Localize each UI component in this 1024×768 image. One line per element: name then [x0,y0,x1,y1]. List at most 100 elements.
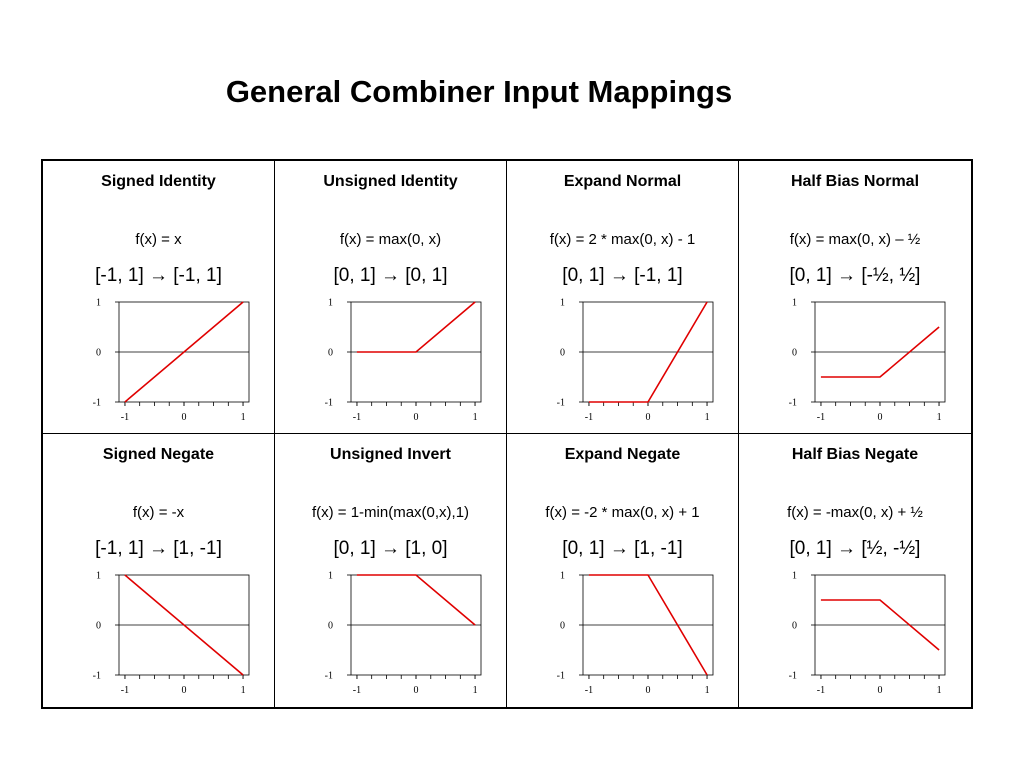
domain-text: [-1, 1] [95,538,144,559]
domain-text: [0, 1] [562,265,605,286]
x-tick-label: 0 [182,412,187,423]
function-curve [124,301,244,403]
x-tick-label: 1 [937,685,942,696]
mapping-formula: f(x) = max(0, x) – ½ [789,231,921,248]
mapping-plot: 1 0 -1 -1 0 1 [789,298,946,423]
x-tick-label: 1 [241,412,246,423]
y-tick-label: -1 [93,398,101,409]
mapping-range: [0, 1] → [1, 0] [275,538,506,560]
range-text: [-1, 1] [634,265,683,286]
y-tick-label: -1 [93,671,101,682]
y-tick-label: -1 [789,398,797,409]
y-tick-label: 0 [96,621,101,632]
x-tick-label: -1 [585,685,593,696]
domain-text: [0, 1] [789,265,832,286]
mapping-range: [0, 1] → [0, 1] [275,265,506,287]
x-tick-label: 0 [414,685,419,696]
mapping-cell: Signed Identity f(x) = x [-1, 1] → [-1, … [43,161,275,434]
mapping-plot: 1 0 -1 -1 0 1 [325,571,482,696]
mapping-range: [-1, 1] → [1, -1] [43,538,274,560]
mapping-title: Expand Negate [564,446,681,463]
y-tick-label: -1 [789,671,797,682]
x-tick-label: -1 [353,412,361,423]
y-tick-label: 1 [560,571,565,582]
arrow-icon: → [381,538,400,559]
y-tick-label: 0 [328,348,333,359]
x-tick-label: 0 [646,685,651,696]
mapping-cell: Half Bias Negate f(x) = -max(0, x) + ½ [… [739,434,971,707]
mapping-range: [0, 1] → [-½, ½] [739,265,971,287]
x-tick-label: 0 [878,685,883,696]
mapping-formula: f(x) = max(0, x) [339,231,442,248]
domain-text: [0, 1] [789,538,832,559]
mapping-cell: Half Bias Normal f(x) = max(0, x) – ½ [0… [739,161,971,434]
x-tick-label: 0 [414,412,419,423]
arrow-icon: → [609,538,629,559]
x-tick-label: 1 [937,412,942,423]
mapping-range: [0, 1] → [-1, 1] [507,265,738,287]
domain-text: [-1, 1] [95,265,144,286]
mapping-plot: 1 0 -1 -1 0 1 [789,571,946,696]
x-tick-label: 1 [473,412,478,423]
mapping-title: Expand Normal [563,173,682,190]
mapping-title: Signed Identity [101,173,216,190]
mapping-grid: Signed Identity f(x) = x [-1, 1] → [-1, … [41,159,973,709]
mapping-formula: f(x) = 2 * max(0, x) - 1 [549,231,696,248]
x-tick-label: -1 [817,685,825,696]
x-tick-label: 0 [646,412,651,423]
mapping-plot: 1 0 -1 -1 0 1 [557,571,714,696]
mapping-cell: Expand Negate f(x) = -2 * max(0, x) + 1 … [507,434,739,707]
range-text: [-½, ½] [861,265,921,286]
y-tick-label: -1 [325,398,333,409]
x-tick-label: -1 [817,412,825,423]
y-tick-label: 1 [96,298,101,309]
mapping-plot: 1 0 -1 -1 0 1 [325,298,482,423]
x-tick-label: 1 [473,685,478,696]
x-tick-label: -1 [353,685,361,696]
x-tick-label: 0 [182,685,187,696]
function-curve [356,574,476,626]
mapping-title: Unsigned Invert [330,446,451,463]
y-tick-label: -1 [557,398,565,409]
x-tick-label: 1 [241,685,246,696]
mapping-title: Half Bias Normal [790,173,920,190]
range-text: [½, -½] [861,538,921,559]
y-tick-label: 0 [560,621,565,632]
page-title: General Combiner Input Mappings [225,74,733,109]
y-tick-label: -1 [325,671,333,682]
x-tick-label: -1 [585,412,593,423]
arrow-icon: → [609,265,629,286]
arrow-icon: → [381,265,400,286]
y-tick-label: 1 [328,298,333,309]
range-text: [1, 0] [405,538,448,559]
y-tick-label: 1 [560,298,565,309]
mapping-title: Half Bias Negate [791,446,919,463]
function-curve [356,301,476,353]
function-curve [124,574,244,676]
domain-text: [0, 1] [333,265,376,286]
arrow-icon: → [837,265,857,286]
range-text: [1, -1] [173,538,222,559]
mapping-title: Signed Negate [102,446,215,463]
range-text: [1, -1] [634,538,683,559]
y-tick-label: 1 [328,571,333,582]
y-tick-label: 0 [792,348,797,359]
mapping-plot: 1 0 -1 -1 0 1 [93,571,250,696]
domain-text: [0, 1] [562,538,605,559]
mapping-cell: Unsigned Identity f(x) = max(0, x) [0, 1… [275,161,507,434]
y-tick-label: 1 [792,571,797,582]
mapping-formula: f(x) = -x [132,504,185,521]
arrow-icon: → [149,538,168,559]
mapping-formula: f(x) = -2 * max(0, x) + 1 [545,504,700,521]
y-tick-label: -1 [557,671,565,682]
range-text: [0, 1] [405,265,448,286]
mapping-plot: 1 0 -1 -1 0 1 [557,298,714,423]
mapping-plot: 1 0 -1 -1 0 1 [93,298,250,423]
y-tick-label: 1 [792,298,797,309]
x-tick-label: 0 [878,412,883,423]
function-curve [820,599,940,651]
function-curve [588,574,708,676]
domain-text: [0, 1] [333,538,376,559]
mapping-formula: f(x) = 1-min(max(0,x),1) [311,504,470,521]
mapping-cell: Signed Negate f(x) = -x [-1, 1] → [1, -1… [43,434,275,707]
